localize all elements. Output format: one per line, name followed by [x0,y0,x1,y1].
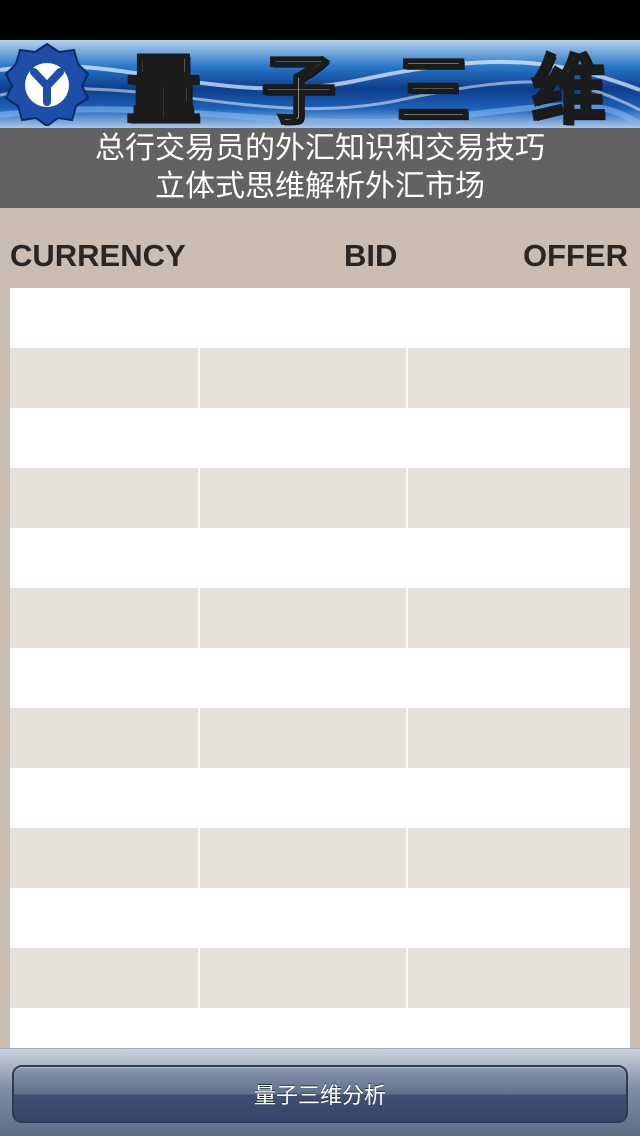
table-row[interactable] [10,1008,630,1048]
cell-offer [408,1008,630,1048]
rates-table[interactable] [10,288,630,1048]
cell-currency [10,288,200,348]
table-row[interactable] [10,708,630,768]
cell-offer [408,708,630,768]
banner-title: 量 子 三 维 [96,40,636,128]
header-offer: OFFER [522,238,628,273]
cell-bid [200,1008,408,1048]
cell-currency [10,708,200,768]
tagline: 总行交易员的外汇知识和交易技巧 立体式思维解析外汇市场 [0,128,640,208]
banner-title-char: 量 [125,46,202,128]
cell-currency [10,468,200,528]
cell-bid [200,708,408,768]
tagline-line-1: 总行交易员的外汇知识和交易技巧 [95,131,545,166]
cell-offer [408,528,630,588]
banner-title-char: 三 [395,46,472,128]
table-row[interactable] [10,408,630,468]
app-banner: 量 子 三 维 [0,40,640,128]
cell-bid [200,288,408,348]
cell-currency [10,528,200,588]
tagline-line-2: 立体式思维解析外汇市场 [155,169,485,204]
cell-bid [200,588,408,648]
cell-offer [408,408,630,468]
column-headers: CURRENCY BID OFFER [0,230,640,282]
banner-title-char: 子 [260,46,337,128]
cell-offer [408,348,630,408]
table-row[interactable] [10,588,630,648]
bottom-toolbar: 量子三维分析 [0,1048,640,1136]
cell-offer [408,948,630,1008]
table-row[interactable] [10,288,630,348]
table-row[interactable] [10,648,630,708]
table-row[interactable] [10,528,630,588]
cell-offer [408,588,630,648]
cell-currency [10,588,200,648]
table-row[interactable] [10,468,630,528]
cell-currency [10,768,200,828]
cell-bid [200,348,408,408]
table-row[interactable] [10,828,630,888]
cell-offer [408,288,630,348]
cell-currency [10,348,200,408]
cell-currency [10,1008,200,1048]
cell-offer [408,828,630,888]
cell-currency [10,648,200,708]
header-bid: BID [344,238,398,273]
cell-bid [200,888,408,948]
table-row[interactable] [10,348,630,408]
table-row[interactable] [10,948,630,1008]
cell-bid [200,408,408,468]
banner-title-char: 维 [530,46,607,128]
cell-offer [408,768,630,828]
cell-currency [10,408,200,468]
cell-bid [200,468,408,528]
table-row[interactable] [10,768,630,828]
analysis-button[interactable]: 量子三维分析 [12,1065,628,1123]
cell-offer [408,888,630,948]
cell-offer [408,648,630,708]
cell-offer [408,468,630,528]
cell-currency [10,888,200,948]
cell-bid [200,528,408,588]
cell-bid [200,648,408,708]
table-row[interactable] [10,888,630,948]
cell-bid [200,828,408,888]
banner-wave-decoration [0,59,640,127]
status-bar [0,0,640,40]
cell-currency [10,948,200,1008]
cell-bid [200,948,408,1008]
cell-currency [10,828,200,888]
header-currency: CURRENCY [10,238,186,273]
gear-y-logo-icon [4,42,90,126]
cell-bid [200,768,408,828]
